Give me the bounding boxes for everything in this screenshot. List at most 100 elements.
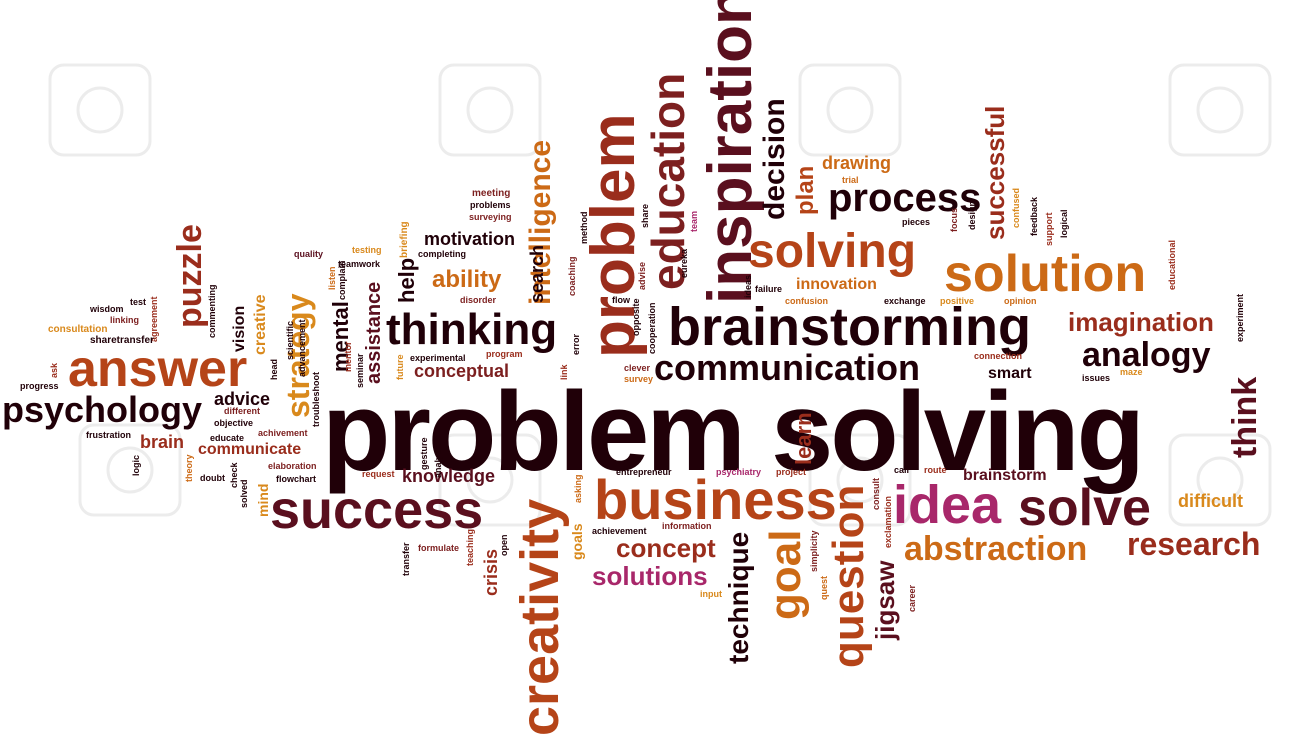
word: ask bbox=[49, 362, 59, 378]
word: problems bbox=[470, 200, 511, 210]
word: consultation bbox=[48, 324, 108, 335]
watermark-icon bbox=[1150, 40, 1290, 190]
word: testing bbox=[352, 245, 382, 255]
word: advancement bbox=[297, 319, 307, 377]
word: future bbox=[395, 354, 405, 381]
word: experimental bbox=[410, 353, 466, 363]
word: route bbox=[924, 465, 947, 475]
word: successful bbox=[980, 105, 1010, 240]
word: information bbox=[662, 521, 712, 531]
word: solution bbox=[944, 245, 1147, 303]
word: theory bbox=[184, 454, 194, 482]
word: quality bbox=[294, 249, 324, 259]
word: think bbox=[1226, 376, 1264, 458]
word: flowchart bbox=[276, 474, 317, 484]
word: goals bbox=[569, 523, 585, 560]
word: issues bbox=[1082, 373, 1111, 383]
word: share bbox=[640, 203, 650, 228]
word: exchange bbox=[884, 296, 926, 306]
word: simplicity bbox=[809, 530, 819, 572]
word: objective bbox=[214, 418, 254, 428]
word: communicate bbox=[198, 441, 302, 458]
word: research bbox=[1127, 526, 1261, 562]
word: complain bbox=[337, 260, 347, 300]
word: eureka bbox=[679, 248, 689, 278]
word: mentor bbox=[343, 341, 353, 372]
word: search bbox=[527, 244, 547, 303]
word: creative bbox=[252, 294, 269, 356]
word: quest bbox=[819, 575, 829, 600]
word: opinion bbox=[1004, 296, 1037, 306]
word: imagination bbox=[1068, 307, 1214, 337]
word: sharetransfer bbox=[90, 335, 154, 346]
word: meeting bbox=[472, 188, 511, 199]
word: brainstorming bbox=[668, 297, 1032, 357]
word: completing bbox=[418, 249, 467, 259]
word: logical bbox=[1059, 209, 1069, 238]
word: asking bbox=[573, 474, 583, 503]
word: frustration bbox=[86, 430, 131, 440]
word: test bbox=[130, 297, 147, 307]
word: educate bbox=[210, 433, 245, 443]
word: error bbox=[571, 333, 581, 355]
word: thinking bbox=[386, 305, 558, 354]
word: method bbox=[579, 211, 589, 245]
word: smart bbox=[988, 365, 1032, 382]
word: ability bbox=[432, 266, 502, 293]
word: disorder bbox=[460, 295, 497, 305]
word: plan bbox=[792, 165, 819, 215]
word: analysis bbox=[433, 442, 443, 478]
word: ideas bbox=[743, 274, 753, 298]
word: experiment bbox=[1235, 293, 1245, 342]
word: seminar bbox=[355, 353, 365, 388]
word: opposite bbox=[631, 298, 641, 337]
word: project bbox=[776, 467, 807, 477]
word: advice bbox=[214, 389, 271, 409]
word: input bbox=[700, 589, 722, 599]
word: teaching bbox=[465, 528, 475, 566]
word: conceptual bbox=[414, 361, 510, 381]
watermark-icon bbox=[790, 410, 930, 560]
word: link bbox=[559, 364, 569, 380]
word: teamwork bbox=[338, 259, 381, 269]
word: check bbox=[229, 462, 239, 488]
word: doubt bbox=[200, 473, 225, 483]
word: brain bbox=[140, 432, 185, 452]
word: maze bbox=[1120, 367, 1143, 377]
word: process bbox=[828, 176, 982, 220]
word: educational bbox=[1167, 239, 1177, 290]
word: open bbox=[499, 534, 509, 557]
word: linking bbox=[110, 315, 139, 325]
word-main: problem solving bbox=[322, 369, 1145, 494]
word: exclamation bbox=[883, 495, 893, 548]
word: coaching bbox=[567, 256, 577, 296]
word: career bbox=[907, 584, 917, 612]
watermark-icon bbox=[1150, 410, 1290, 560]
word: commenting bbox=[207, 284, 217, 338]
word: scientific bbox=[285, 320, 295, 360]
word: progress bbox=[20, 381, 59, 391]
word: support bbox=[1044, 212, 1054, 247]
word: question bbox=[824, 484, 873, 668]
word: failure bbox=[755, 284, 783, 294]
watermark-icon bbox=[780, 40, 920, 190]
word: solutions bbox=[592, 561, 708, 591]
word: survey bbox=[624, 374, 654, 384]
word: psychiatry bbox=[716, 467, 762, 477]
word: connection bbox=[974, 351, 1023, 361]
word: brainstorm bbox=[963, 467, 1047, 484]
word: motivation bbox=[424, 229, 516, 249]
word: positive bbox=[940, 296, 975, 306]
word: abstraction bbox=[904, 530, 1088, 568]
word: program bbox=[486, 349, 523, 359]
word: pieces bbox=[902, 217, 931, 227]
word: call bbox=[894, 465, 910, 475]
word: assistance bbox=[363, 281, 385, 384]
word: team bbox=[689, 210, 699, 232]
word: logic bbox=[131, 454, 141, 476]
word: cooperation bbox=[647, 302, 657, 354]
word: confusion bbox=[785, 296, 828, 306]
word: analogy bbox=[1082, 336, 1211, 374]
word: knowledge bbox=[402, 466, 496, 486]
